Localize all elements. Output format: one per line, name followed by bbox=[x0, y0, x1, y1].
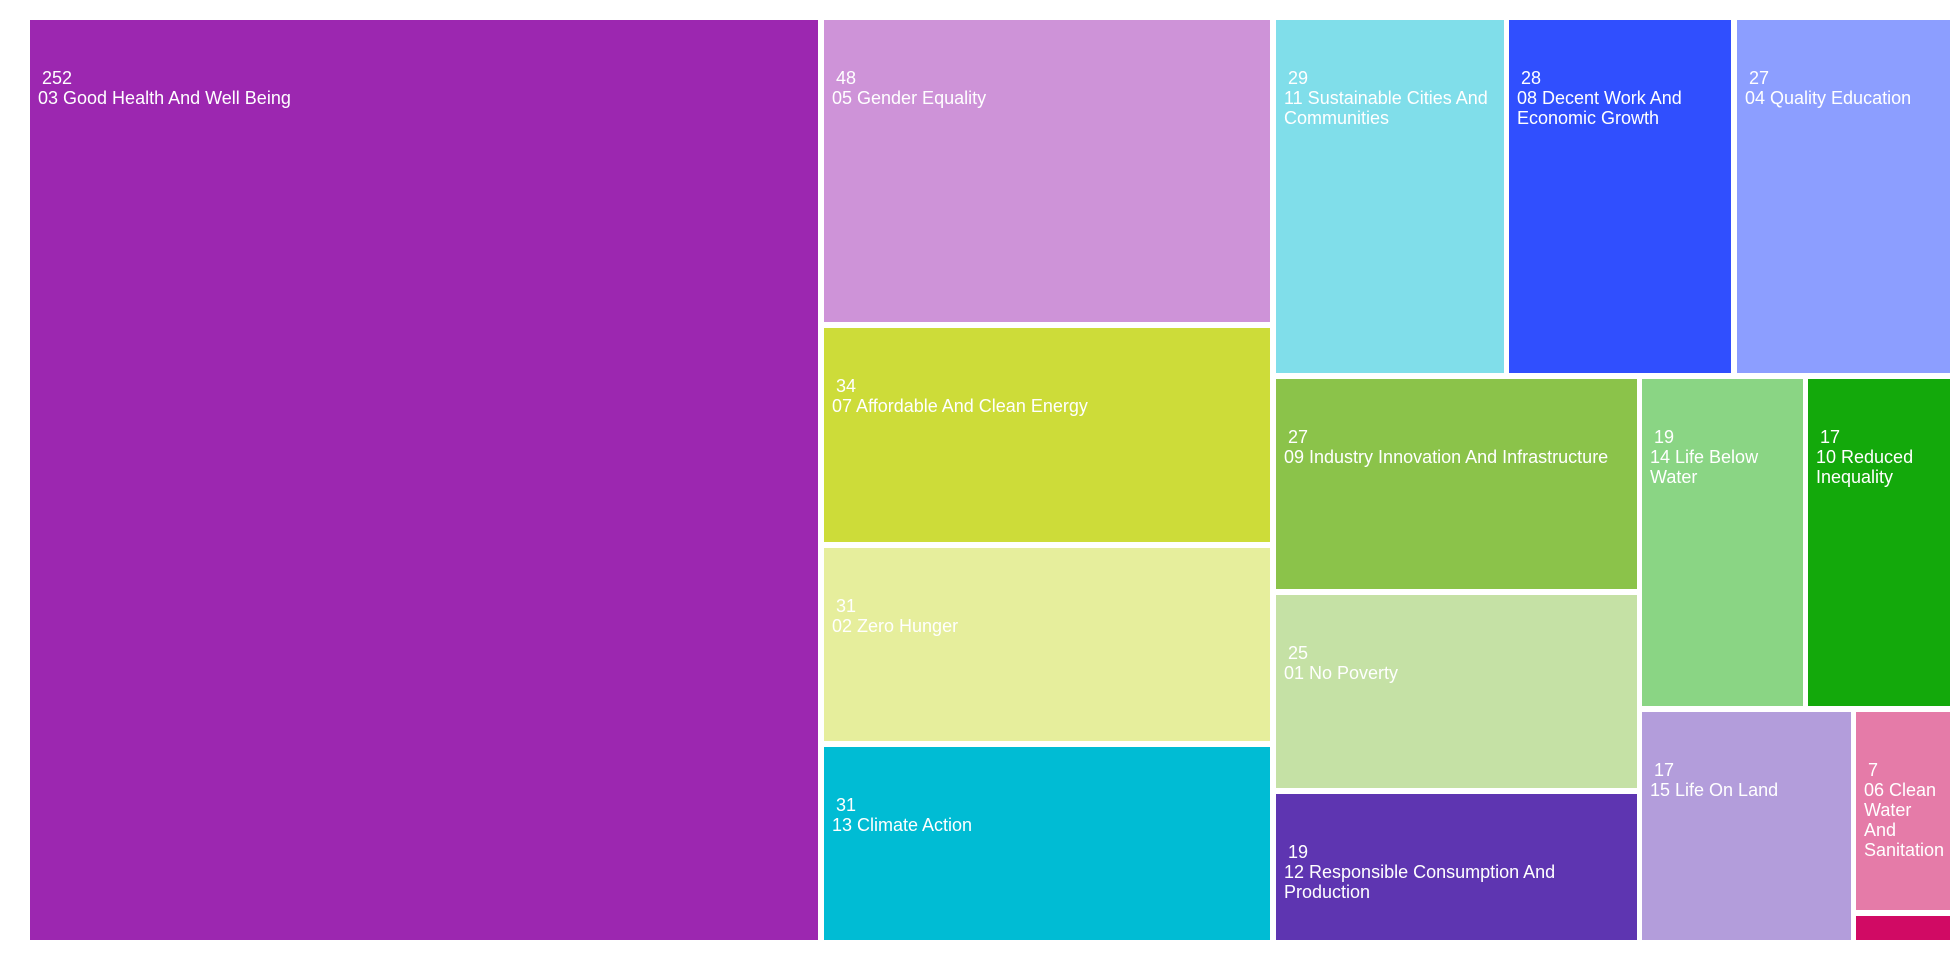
treemap-tile[interactable]: 48 05 Gender Equality bbox=[824, 20, 1270, 322]
treemap-tile[interactable]: 19 14 Life Below Water bbox=[1642, 379, 1803, 706]
tile-label: 28 08 Decent Work And Economic Growth bbox=[1517, 68, 1727, 128]
tile-value: 48 bbox=[836, 68, 857, 88]
tile-label: 17 10 Reduced Inequality bbox=[1816, 427, 1946, 487]
tile-value: 31 bbox=[836, 795, 857, 815]
tile-name: 05 Gender Equality bbox=[832, 88, 987, 108]
tile-value: 29 bbox=[1288, 68, 1309, 88]
tile-value: 252 bbox=[42, 68, 73, 88]
treemap-tile[interactable]: 27 09 Industry Innovation And Infrastruct… bbox=[1276, 379, 1637, 589]
treemap-tile[interactable]: 252 03 Good Health And Well Being bbox=[30, 20, 818, 940]
treemap-tile[interactable]: 31 13 Climate Action bbox=[824, 747, 1270, 940]
treemap-chart: 252 03 Good Health And Well Being 48 05 Gen… bbox=[30, 20, 1950, 940]
tile-name: 08 Decent Work And Economic Growth bbox=[1517, 88, 1682, 128]
tile-name: 10 Reduced Inequality bbox=[1816, 447, 1914, 487]
tile-label: 29 11 Sustainable Cities And Communities bbox=[1284, 68, 1500, 128]
tile-value: 7 bbox=[1868, 760, 1879, 780]
tile-value: 17 bbox=[1820, 427, 1841, 447]
tile-label: 27 09 Industry Innovation And Infrastruct… bbox=[1284, 427, 1633, 467]
tile-label: 27 04 Quality Education bbox=[1745, 68, 1946, 108]
treemap-tile[interactable]: 7 06 Clean Water And Sanitation bbox=[1856, 712, 1950, 910]
tile-value: 34 bbox=[836, 376, 857, 396]
tile-label: 48 05 Gender Equality bbox=[832, 68, 1266, 108]
tile-label: 17 15 Life On Land bbox=[1650, 760, 1847, 800]
tile-value: 27 bbox=[1288, 427, 1309, 447]
tile-label: 31 02 Zero Hunger bbox=[832, 596, 1266, 636]
tile-value: 27 bbox=[1749, 68, 1770, 88]
tile-name: 11 Sustainable Cities And Communities bbox=[1284, 88, 1488, 128]
tile-name: 13 Climate Action bbox=[832, 815, 973, 835]
tile-value: 19 bbox=[1288, 842, 1309, 862]
tile-label: 19 14 Life Below Water bbox=[1650, 427, 1799, 487]
tile-value: 19 bbox=[1654, 427, 1675, 447]
tile-value: 25 bbox=[1288, 643, 1309, 663]
tile-name: 04 Quality Education bbox=[1745, 88, 1912, 108]
tile-value: 17 bbox=[1654, 760, 1675, 780]
tile-name: 12 Responsible Consumption And Productio… bbox=[1284, 862, 1556, 902]
treemap-tile[interactable]: 25 01 No Poverty bbox=[1276, 595, 1637, 788]
tile-name: 14 Life Below Water bbox=[1650, 447, 1759, 487]
tile-name: 01 No Poverty bbox=[1284, 663, 1399, 683]
tile-name: 02 Zero Hunger bbox=[832, 616, 959, 636]
treemap-tile[interactable]: 17 10 Reduced Inequality bbox=[1808, 379, 1950, 706]
tile-name: 03 Good Health And Well Being bbox=[38, 88, 291, 108]
tile-name: 07 Affordable And Clean Energy bbox=[832, 396, 1088, 416]
tile-label: 31 13 Climate Action bbox=[832, 795, 1266, 835]
tile-value: 28 bbox=[1521, 68, 1542, 88]
tile-name: 06 Clean Water And Sanitation bbox=[1864, 780, 1945, 860]
tile-label: 252 03 Good Health And Well Being bbox=[38, 68, 814, 108]
treemap-tile[interactable]: 19 12 Responsible Consumption And Product… bbox=[1276, 794, 1637, 940]
treemap-tile[interactable]: 28 08 Decent Work And Economic Growth bbox=[1509, 20, 1731, 373]
tile-label: 19 12 Responsible Consumption And Product… bbox=[1284, 842, 1633, 902]
treemap-tile[interactable] bbox=[1856, 916, 1950, 940]
tile-label: 25 01 No Poverty bbox=[1284, 643, 1633, 683]
tile-label: 7 06 Clean Water And Sanitation bbox=[1864, 760, 1946, 860]
treemap-tile[interactable]: 34 07 Affordable And Clean Energy bbox=[824, 328, 1270, 542]
treemap-tile[interactable]: 29 11 Sustainable Cities And Communities bbox=[1276, 20, 1504, 373]
treemap-tile[interactable]: 17 15 Life On Land bbox=[1642, 712, 1851, 940]
tile-name: 15 Life On Land bbox=[1650, 780, 1779, 800]
treemap-tile[interactable]: 27 04 Quality Education bbox=[1737, 20, 1950, 373]
tile-value: 31 bbox=[836, 596, 857, 616]
tile-label: 34 07 Affordable And Clean Energy bbox=[832, 376, 1266, 416]
treemap-tile[interactable]: 31 02 Zero Hunger bbox=[824, 548, 1270, 741]
tile-name: 09 Industry Innovation And Infrastructur… bbox=[1284, 447, 1609, 467]
